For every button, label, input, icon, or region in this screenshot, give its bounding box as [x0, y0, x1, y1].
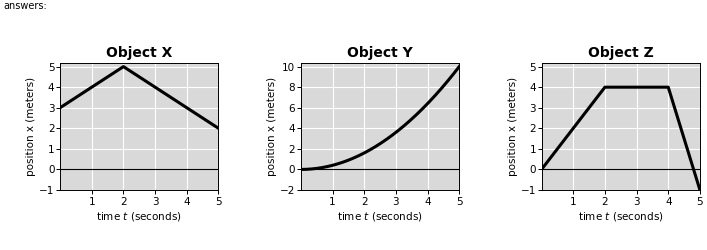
Y-axis label: position x (meters): position x (meters): [26, 77, 36, 176]
Title: Object Z: Object Z: [588, 46, 653, 60]
Title: Object X: Object X: [106, 46, 173, 60]
X-axis label: time $t$ (seconds): time $t$ (seconds): [337, 210, 423, 223]
X-axis label: time $t$ (seconds): time $t$ (seconds): [578, 210, 664, 223]
Y-axis label: position x (meters): position x (meters): [267, 77, 277, 176]
Text: answers:: answers:: [4, 1, 47, 11]
Y-axis label: position x (meters): position x (meters): [508, 77, 518, 176]
Title: Object Y: Object Y: [347, 46, 413, 60]
X-axis label: time $t$ (seconds): time $t$ (seconds): [96, 210, 182, 223]
